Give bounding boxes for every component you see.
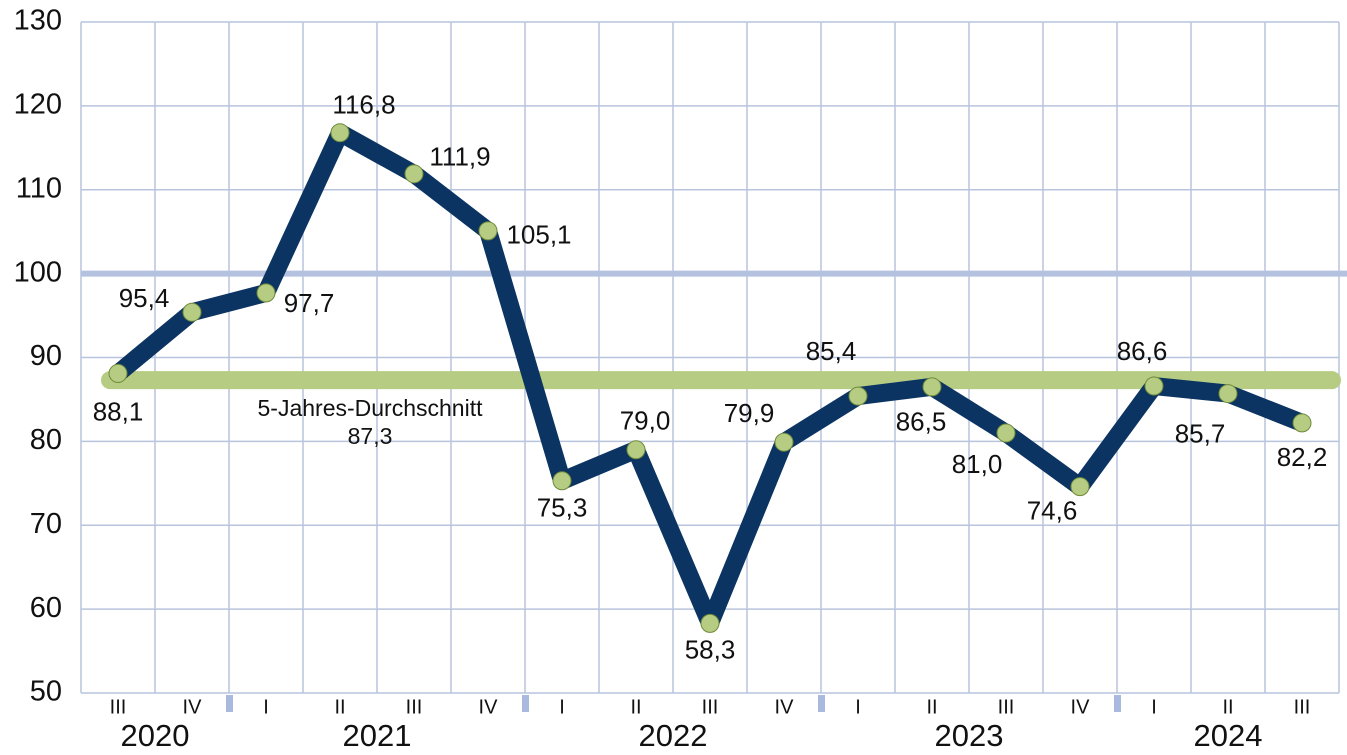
year-separator (818, 695, 825, 712)
data-point (996, 423, 1016, 443)
data-label: 74,6 (1027, 496, 1078, 526)
data-label: 111,9 (429, 142, 490, 172)
x-tick-label: III (110, 696, 127, 718)
data-point (1218, 384, 1238, 404)
year-separator (522, 695, 529, 712)
year-label: 2022 (639, 718, 708, 753)
data-point (1070, 477, 1090, 497)
data-point (404, 164, 424, 184)
y-tick-label: 80 (30, 424, 62, 456)
y-tick-label: 70 (30, 508, 62, 540)
y-tick-label: 90 (30, 340, 62, 372)
data-point (256, 283, 276, 303)
x-tick-label: II (630, 696, 641, 718)
average-value-label: 87,3 (348, 423, 393, 449)
data-label: 95,4 (119, 283, 170, 313)
year-label: 2023 (935, 718, 1004, 753)
x-tick-label: I (855, 696, 861, 718)
year-separator (1114, 695, 1121, 712)
year-label: 2020 (121, 718, 190, 753)
data-point (626, 440, 646, 460)
data-point (700, 613, 720, 633)
data-point (478, 221, 498, 241)
data-label: 75,3 (537, 493, 588, 523)
data-label: 82,2 (1277, 442, 1328, 472)
data-label: 81,0 (952, 449, 1003, 479)
year-label: 2024 (1194, 718, 1263, 753)
data-label: 58,3 (685, 634, 736, 664)
data-label: 79,0 (620, 406, 671, 436)
x-tick-label: III (1294, 696, 1311, 718)
data-label: 88,1 (93, 396, 144, 426)
y-tick-label: 120 (14, 89, 62, 121)
x-tick-label: II (1222, 696, 1233, 718)
x-tick-label: IV (1071, 696, 1091, 718)
x-tick-label: IV (183, 696, 203, 718)
data-point (552, 471, 572, 491)
data-label: 116,8 (332, 90, 395, 120)
data-point (1144, 376, 1164, 396)
y-tick-label: 60 (30, 592, 62, 624)
data-label: 79,9 (724, 398, 775, 428)
data-label: 86,6 (1117, 336, 1168, 366)
y-tick-label: 50 (30, 676, 62, 708)
year-separator (226, 695, 233, 712)
y-tick-label: 100 (14, 256, 62, 288)
x-tick-label: IV (479, 696, 499, 718)
data-label: 105,1 (506, 220, 571, 250)
x-tick-label: II (334, 696, 345, 718)
year-label: 2021 (343, 718, 412, 753)
data-point (1292, 413, 1312, 433)
x-tick-label: I (1151, 696, 1157, 718)
average-label: 5-Jahres-Durchschnitt (258, 395, 484, 421)
y-tick-label: 110 (16, 172, 62, 204)
x-tick-label: III (406, 696, 423, 718)
x-tick-label: III (998, 696, 1015, 718)
data-point (330, 123, 350, 143)
y-tick-label: 130 (14, 5, 62, 37)
x-tick-label: II (926, 696, 937, 718)
data-label: 97,7 (284, 288, 335, 318)
x-tick-label: IV (775, 696, 795, 718)
data-point (182, 302, 202, 322)
data-label: 86,5 (896, 407, 947, 437)
data-label: 85,4 (806, 336, 857, 366)
data-point (774, 432, 794, 452)
x-tick-label: III (702, 696, 719, 718)
data-point (108, 363, 128, 383)
x-tick-label: I (263, 696, 269, 718)
data-point (922, 377, 942, 397)
data-point (848, 386, 868, 406)
x-tick-label: I (559, 696, 565, 718)
data-label: 85,7 (1175, 418, 1226, 448)
